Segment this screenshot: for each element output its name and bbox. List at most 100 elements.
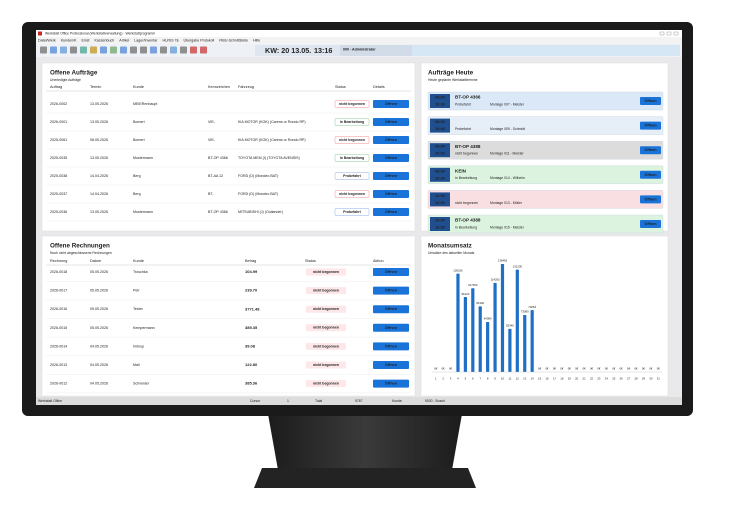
menu-item[interactable]: Einst	[82, 39, 90, 43]
open-button-label[interactable]: Öffnen	[385, 269, 398, 274]
status-text: nicht begonnen	[339, 192, 365, 196]
toolbar-button[interactable]	[90, 46, 97, 54]
bar-value-label: 0€	[538, 367, 542, 371]
window-control[interactable]	[659, 31, 665, 36]
open-button[interactable]	[373, 361, 409, 369]
appointment-card[interactable]	[427, 140, 664, 160]
toolbar-button[interactable]	[120, 46, 127, 54]
open-button-label[interactable]: Öffnen	[385, 325, 398, 330]
menu-item[interactable]: Artikel	[119, 39, 129, 43]
toolbar-button[interactable]	[190, 46, 197, 54]
toolbar-button[interactable]	[200, 46, 207, 54]
open-button-label[interactable]: Öffnen	[644, 221, 657, 226]
open-button-label[interactable]: Öffnen	[385, 101, 398, 106]
toolbar-button[interactable]	[60, 46, 67, 54]
open-button[interactable]	[640, 195, 661, 204]
appointment-card[interactable]	[427, 116, 664, 135]
card-status: In Bearbeitung	[455, 225, 477, 229]
open-button[interactable]	[640, 170, 661, 179]
toolbar-button[interactable]	[160, 46, 167, 54]
status-bar-text: Cursor	[250, 399, 261, 403]
table-cell: 2026-0001	[50, 120, 67, 124]
toolbar-button[interactable]	[50, 46, 57, 54]
open-button-label[interactable]: Öffnen	[385, 119, 398, 124]
open-button-label[interactable]: Öffnen	[385, 381, 398, 386]
open-button[interactable]	[373, 118, 409, 126]
open-button[interactable]	[640, 146, 661, 155]
open-button[interactable]	[373, 100, 409, 108]
toolbar-button[interactable]	[110, 46, 117, 54]
open-button[interactable]	[373, 154, 409, 162]
open-button-label[interactable]: Öffnen	[644, 147, 657, 152]
appointment-card[interactable]	[427, 190, 664, 209]
open-button[interactable]	[373, 190, 409, 198]
open-button[interactable]	[373, 305, 409, 314]
open-button[interactable]	[373, 342, 409, 351]
open-button[interactable]	[373, 172, 409, 180]
open-button-label[interactable]: Öffnen	[385, 209, 398, 214]
toolbar-button[interactable]	[40, 46, 47, 54]
open-button-label[interactable]: Öffnen	[385, 173, 398, 178]
table-cell: 2026-0016	[50, 307, 67, 311]
open-button-label[interactable]: Öffnen	[644, 123, 657, 128]
toolbar-button[interactable]	[180, 46, 187, 54]
x-tick-label: 23	[597, 377, 601, 381]
window-control[interactable]	[673, 31, 679, 36]
open-button[interactable]	[373, 268, 409, 276]
menu-item[interactable]: Kassenbuch	[95, 39, 115, 43]
amount: 39.08	[245, 343, 256, 348]
column-header: Status	[335, 85, 346, 89]
start-time: 08:00	[435, 96, 445, 100]
open-button[interactable]	[373, 136, 409, 144]
status-badge	[306, 324, 346, 332]
open-button-label[interactable]: Öffnen	[385, 191, 398, 196]
menu-item[interactable]: Hilfe	[253, 39, 260, 43]
toolbar-button[interactable]	[100, 46, 107, 54]
appointment-card[interactable]	[427, 214, 664, 234]
toolbar-button[interactable]	[130, 46, 137, 54]
open-button-label[interactable]: Öffnen	[644, 196, 657, 201]
toolbar-button[interactable]	[140, 46, 147, 54]
window-control[interactable]	[666, 31, 672, 36]
menu-item[interactable]: FIBU-Schnittstelle	[219, 39, 248, 43]
menu-item[interactable]: Datei/Werk	[38, 39, 56, 43]
open-button-label[interactable]: Öffnen	[385, 288, 398, 293]
status-bar-text: Kunde	[392, 399, 402, 403]
open-button-label[interactable]: Öffnen	[385, 343, 398, 348]
open-button[interactable]	[640, 121, 661, 130]
toolbar-button[interactable]	[70, 46, 77, 54]
open-button-label[interactable]: Öffnen	[385, 362, 398, 367]
menu-item[interactable]: HU/SS 7§	[162, 39, 178, 43]
x-tick-label: 14	[531, 377, 535, 381]
open-button[interactable]	[373, 379, 409, 388]
appointment-card[interactable]	[427, 165, 664, 185]
amount: 389.35	[245, 325, 258, 330]
toolbar-button[interactable]	[150, 46, 157, 54]
bar	[486, 322, 490, 372]
open-button-label[interactable]: Öffnen	[385, 137, 398, 142]
table-cell: Berg	[133, 174, 141, 178]
toolbar-button[interactable]	[80, 46, 87, 54]
open-button[interactable]	[640, 220, 661, 228]
table-cell: Berg	[133, 192, 141, 196]
open-button-label[interactable]: Öffnen	[385, 306, 398, 311]
toolbar-button[interactable]	[170, 46, 177, 54]
appointment-card[interactable]	[427, 91, 664, 111]
table-cell: Schneider	[133, 382, 150, 386]
open-button-label[interactable]: Öffnen	[644, 98, 657, 103]
open-button[interactable]	[640, 97, 661, 105]
open-button[interactable]	[373, 286, 409, 295]
open-button[interactable]	[373, 323, 409, 332]
menu-item[interactable]: Übergabe Protokoll	[183, 39, 214, 43]
open-button[interactable]	[373, 208, 409, 216]
panel-title: Offene Aufträge	[50, 70, 98, 77]
column-header: Betrag	[245, 259, 256, 263]
panel	[420, 235, 669, 397]
status-text: nicht begonnen	[313, 344, 339, 348]
x-tick-label: 7	[479, 377, 481, 381]
open-button-label[interactable]: Öffnen	[644, 172, 657, 177]
menu-item[interactable]: Lager/Inventar	[134, 39, 158, 43]
open-button-label[interactable]: Öffnen	[385, 155, 398, 160]
panel	[41, 235, 416, 397]
menu-item[interactable]: Kunden/K	[61, 39, 77, 43]
